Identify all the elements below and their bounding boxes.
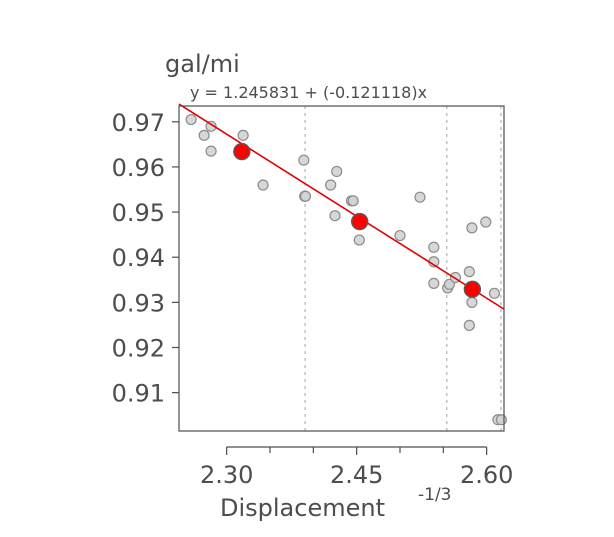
data-point-15 — [353, 234, 365, 246]
data-point-3 — [205, 120, 217, 132]
y-tick-label-4: 0.94 — [112, 244, 165, 272]
reference-lines — [304, 106, 502, 431]
data-point-5 — [237, 129, 249, 141]
y-tick-label-6: 0.96 — [112, 154, 165, 182]
data-point-1 — [185, 113, 197, 126]
y-axis-unit-label: gal/mi — [165, 50, 240, 78]
y-tick-label-5: 0.95 — [112, 199, 165, 227]
data-point-26 — [466, 222, 478, 234]
data-point-24 — [463, 266, 475, 278]
data-point-28 — [480, 216, 492, 228]
x-axis-title-exponent: -1/3 — [418, 485, 452, 505]
x-tick-label-2: 2.45 — [330, 461, 383, 489]
data-point-4 — [205, 145, 217, 157]
data-point-9 — [299, 190, 312, 202]
data-point-18 — [428, 241, 440, 253]
group-mean-2 — [351, 212, 369, 231]
data-point-29 — [488, 287, 501, 299]
y-tick-label-1: 0.91 — [112, 380, 165, 408]
plot-frame — [178, 105, 505, 432]
y-tick-label-3: 0.93 — [112, 289, 165, 317]
group-mean-3 — [463, 280, 482, 298]
data-point-12 — [329, 210, 341, 222]
group-mean-1 — [233, 142, 251, 161]
data-point-17 — [414, 191, 426, 203]
data-point-27 — [466, 296, 478, 308]
data-point-25 — [463, 319, 475, 331]
data-point-20 — [428, 277, 440, 289]
data-point-2 — [198, 129, 210, 141]
x-tick-label-3: 2.60 — [460, 461, 513, 489]
y-tick-label-2: 0.92 — [112, 334, 165, 362]
data-points — [185, 113, 507, 426]
y-axis: 0.91 0.92 0.93 0.94 0.95 0.96 0.97 — [112, 109, 179, 408]
data-point-11 — [331, 165, 343, 178]
data-point-10 — [325, 179, 337, 191]
x-axis: 2.30 2.45 2.60 — [200, 446, 513, 489]
y-tick-label-7: 0.97 — [112, 109, 165, 137]
regression-equation: y = 1.245831 + (-0.121118)x — [190, 83, 427, 102]
data-point-31 — [495, 414, 507, 426]
x-axis-title: Displacement — [220, 494, 385, 522]
data-point-16 — [394, 229, 406, 242]
regression-line — [178, 103, 505, 310]
data-point-14 — [347, 195, 359, 207]
group-means — [233, 142, 482, 298]
x-tick-label-1: 2.30 — [200, 461, 253, 489]
data-point-7 — [298, 154, 310, 166]
data-point-6 — [257, 179, 269, 191]
